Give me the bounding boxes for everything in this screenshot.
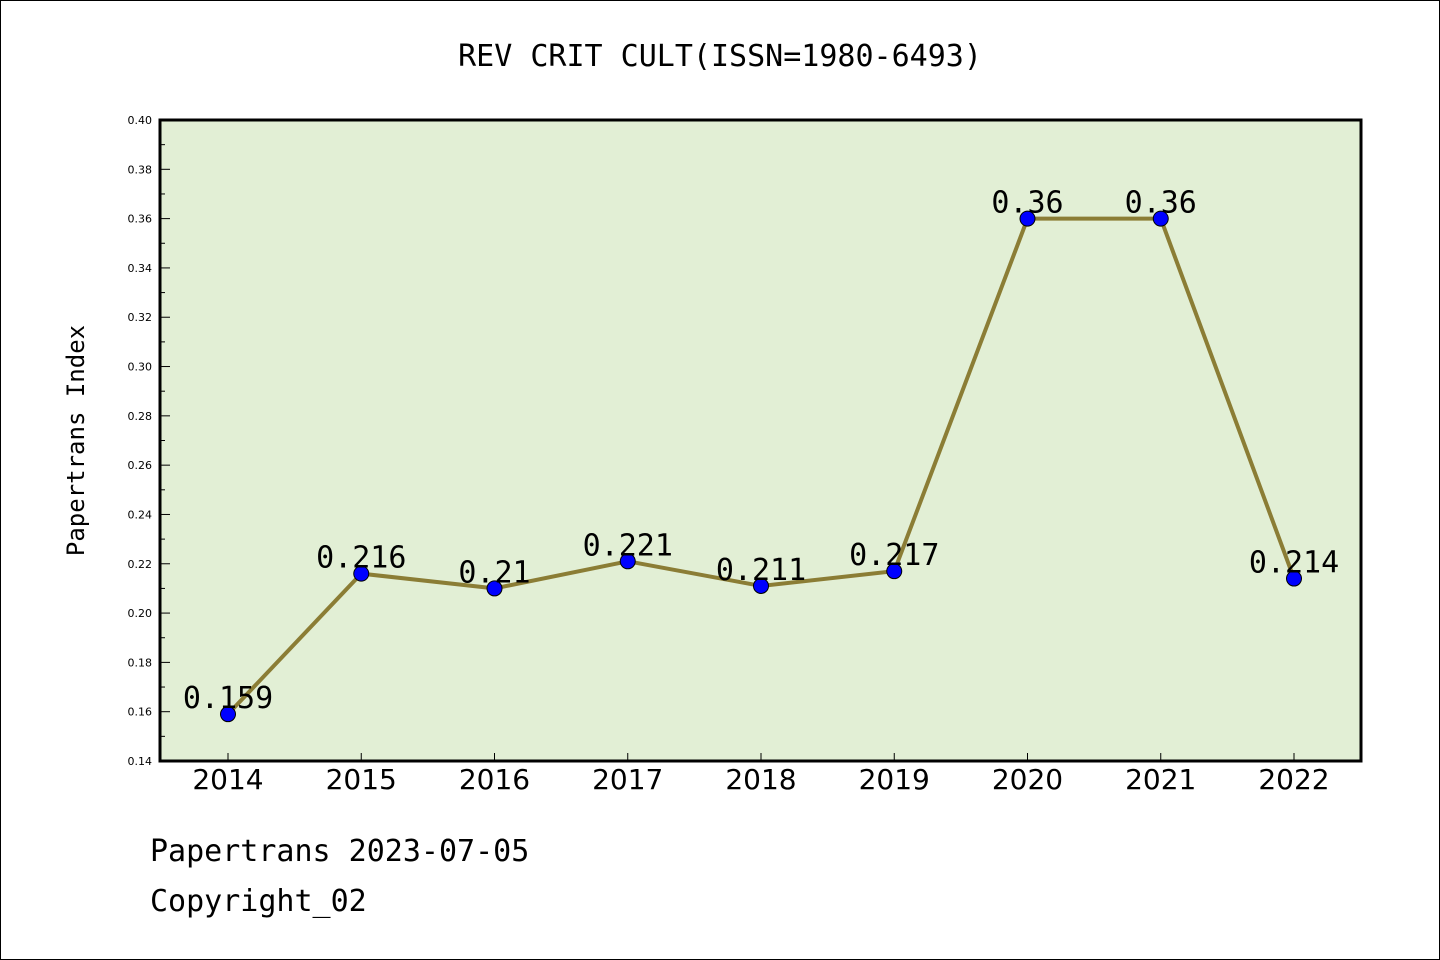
x-tick-label: 2018: [725, 763, 796, 796]
x-axis: 2014 2015 2016 2017 2018 2019 2020 2021 2022: [192, 753, 1330, 796]
x-tick-label: 2022: [1258, 763, 1329, 796]
chart-title: REV CRIT CULT(ISSN=1980-6493): [458, 39, 982, 74]
x-tick-label: 2020: [992, 763, 1063, 796]
plot-area: [160, 120, 1361, 761]
y-tick-label: 0.32: [128, 311, 153, 324]
data-label: 0.211: [716, 553, 806, 588]
y-tick-label: 0.30: [128, 361, 153, 374]
data-label: 0.217: [849, 538, 939, 573]
footer-source: Papertrans 2023-07-05: [150, 834, 530, 869]
x-tick-label: 2014: [192, 763, 263, 796]
data-point: [1152, 210, 1169, 227]
x-tick-label: 2016: [459, 763, 530, 796]
data-point: [1286, 570, 1302, 587]
y-tick-label: 0.22: [128, 558, 153, 571]
data-point: [1019, 210, 1036, 227]
data-label: 0.159: [183, 681, 273, 716]
x-tick-label: 2019: [859, 763, 930, 796]
data-point: [619, 553, 636, 570]
data-label: 0.216: [316, 541, 406, 576]
y-tick-label: 0.40: [128, 114, 153, 127]
y-tick-label: 0.28: [128, 410, 153, 423]
y-tick-label: 0.20: [128, 607, 153, 620]
footer-copyright: Copyright_02: [150, 884, 367, 919]
y-tick-label: 0.18: [128, 656, 153, 669]
data-label: 0.21: [458, 555, 530, 590]
y-axis: 0.14 0.16 0.18 0.20 0.22 0.24 0.26 0.28 0.30 0.32…: [128, 114, 170, 768]
data-label: 0.221: [583, 528, 673, 563]
data-point: [886, 563, 903, 580]
x-tick-label: 2017: [592, 763, 663, 796]
plot-border: [158, 118, 1363, 763]
y-tick-label: 0.14: [128, 755, 153, 768]
data-label: 0.36: [1125, 186, 1197, 221]
data-point: [353, 565, 370, 582]
data-label: 0.36: [991, 186, 1063, 221]
y-tick-label: 0.36: [128, 213, 153, 226]
y-tick-label: 0.16: [128, 706, 153, 719]
series-index: 0.159 0.216 0.21 0.221 0.211 0.217 0.36 0.36 0.2…: [183, 186, 1339, 723]
x-tick-label: 2021: [1125, 763, 1196, 796]
data-label: 0.214: [1249, 546, 1339, 581]
y-tick-label: 0.26: [128, 459, 153, 472]
y-tick-label: 0.38: [128, 163, 153, 176]
y-tick-label: 0.24: [128, 508, 153, 521]
data-point: [753, 577, 769, 594]
y-axis-label: Papertrans Index: [62, 325, 90, 556]
x-tick-label: 2015: [326, 763, 397, 796]
y-tick-label: 0.34: [128, 262, 153, 275]
data-point: [486, 580, 503, 597]
data-point: [220, 706, 236, 723]
